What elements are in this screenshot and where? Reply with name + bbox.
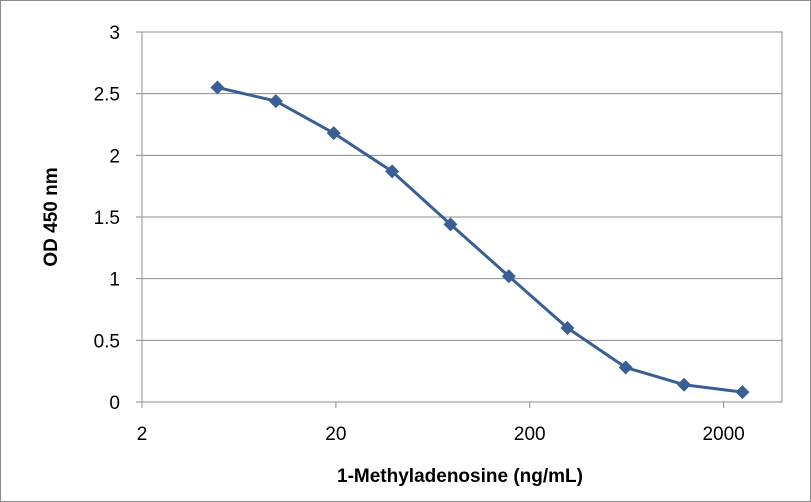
y-tick-label-1: 0.5 [94, 331, 120, 352]
x-tick-label-3: 2000 [702, 424, 744, 445]
y-tick-label-4: 2 [109, 146, 120, 167]
x-tick-label-2: 200 [514, 424, 546, 445]
x-tick-label-1: 20 [325, 424, 346, 445]
y-tick-label-2: 1 [109, 270, 120, 291]
gridlines [142, 93, 782, 341]
x-tick-label-0: 2 [137, 424, 148, 445]
data-point-2 [326, 126, 341, 141]
data-point-1 [268, 94, 283, 109]
data-point-8 [677, 377, 692, 392]
data-point-3 [385, 164, 400, 179]
y-axis-title: OD 450 nm [41, 167, 62, 266]
y-axis-ticks: 0 0.5 1 1.5 2 2.5 3 [94, 23, 142, 414]
data-point-7 [618, 360, 633, 375]
x-axis-title: 1-Methyladenosine (ng/mL) [337, 466, 583, 487]
y-tick-label-3: 1.5 [94, 208, 120, 229]
data-point-9 [735, 385, 750, 400]
data-point-0 [210, 80, 225, 95]
data-point-6 [560, 321, 575, 335]
data-point-4 [443, 217, 458, 232]
data-markers [210, 80, 750, 400]
y-tick-label-6: 3 [109, 23, 120, 44]
series-line [217, 86, 743, 394]
y-tick-label-0: 0 [109, 393, 120, 414]
x-axis-ticks: 2 20 200 2000 [137, 402, 745, 445]
data-point-5 [501, 269, 516, 284]
y-tick-label-5: 2.5 [94, 85, 120, 106]
